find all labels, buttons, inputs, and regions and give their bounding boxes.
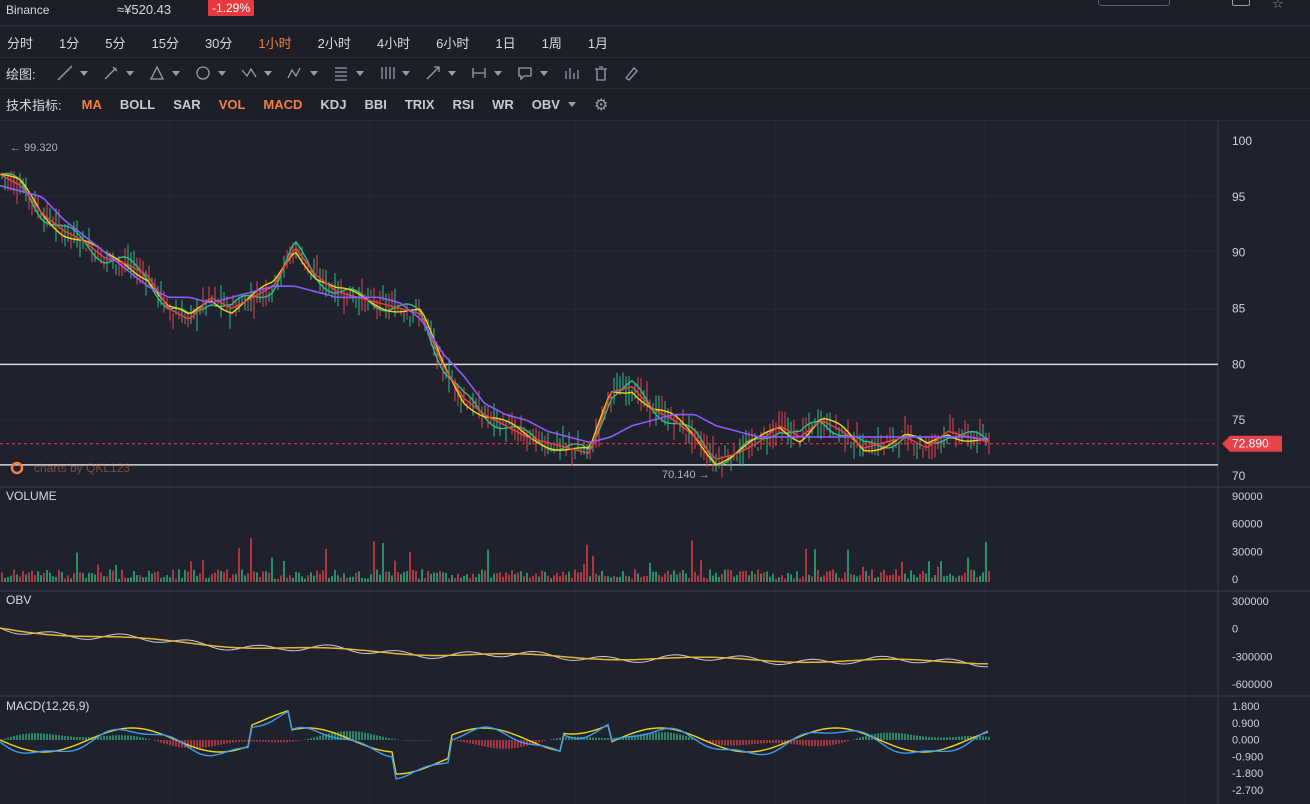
chevron-down-icon[interactable] <box>355 70 364 76</box>
timeframe-9[interactable]: 1日 <box>495 36 516 51</box>
indicator-wr[interactable]: WR <box>492 97 514 112</box>
timeframe-bar: 分时 1分 5分 15分 30分 1小时 2小时 4小时 6小时 1日 1周 1月 <box>0 28 1310 58</box>
trash-icon[interactable] <box>592 64 610 82</box>
line-tool-icon[interactable] <box>56 64 74 82</box>
y-tick-label: 70 <box>1232 469 1246 483</box>
indicator-trix[interactable]: TRIX <box>404 97 435 112</box>
chevron-down-icon[interactable] <box>309 70 318 76</box>
volume-title: VOLUME <box>6 489 57 503</box>
star-icon[interactable]: ☆ <box>1272 0 1284 11</box>
pattern-tool-icon[interactable] <box>286 64 304 82</box>
obv-ma-line <box>0 627 989 665</box>
timeframe-10[interactable]: 1周 <box>541 36 562 51</box>
chevron-down-icon[interactable] <box>171 70 180 76</box>
macd-tick-label: 0.900 <box>1232 718 1260 730</box>
macd-tick-label: -2.700 <box>1232 785 1263 797</box>
fibonacci-tool-icon[interactable] <box>332 64 350 82</box>
chevron-down-icon[interactable] <box>263 70 272 76</box>
obv-tick-label: -300000 <box>1232 651 1272 663</box>
macd-tick-label: 0.000 <box>1232 735 1260 747</box>
volume-tick-label: 0 <box>1232 574 1238 586</box>
indicator-bbi[interactable]: BBI <box>364 97 387 112</box>
range-tool-icon[interactable] <box>470 64 488 82</box>
obv-tick-label: -600000 <box>1232 679 1272 691</box>
chevron-down-icon[interactable] <box>539 70 548 76</box>
timeframe-5[interactable]: 1小时 <box>258 36 292 51</box>
exchange-name: Binance <box>6 3 50 17</box>
last-price-tag <box>1222 435 1282 452</box>
indicator-vol[interactable]: VOL <box>218 97 246 112</box>
timeframe-8[interactable]: 6小时 <box>436 36 470 51</box>
timeframe-0[interactable]: 分时 <box>7 36 34 51</box>
circle-tool-icon[interactable] <box>194 64 212 82</box>
indicator-label: 技术指标: <box>6 98 62 113</box>
indicator-boll[interactable]: BOLL <box>119 97 156 112</box>
timeframe-2[interactable]: 5分 <box>105 36 126 51</box>
fullscreen-icon[interactable] <box>1232 0 1250 6</box>
y-tick-label: 95 <box>1232 190 1246 204</box>
timeframe-11[interactable]: 1月 <box>587 36 609 51</box>
indicator-rsi[interactable]: RSI <box>452 97 475 112</box>
chevron-down-icon[interactable] <box>125 70 134 76</box>
macd-tick-label: -0.900 <box>1232 751 1263 763</box>
macd-title: MACD(12,26,9) <box>6 699 89 713</box>
top-right-button[interactable] <box>1098 0 1170 6</box>
top-bar: Binance ≈¥520.43 -1.29% ☆ <box>0 0 1310 26</box>
last-price-label: 72.890 <box>1232 437 1269 451</box>
volume-tick-label: 60000 <box>1232 519 1263 531</box>
arrow-tool-icon[interactable] <box>424 64 442 82</box>
bars-toggle-icon[interactable] <box>562 64 580 82</box>
triangle-tool-icon[interactable] <box>148 64 166 82</box>
chevron-down-icon[interactable] <box>401 70 410 76</box>
timeframe-7[interactable]: 4小时 <box>376 36 411 51</box>
price-chart-area[interactable]: 100 95 90 85 80 75 70 72.890 ← 99.320 70.140 → cha… <box>0 121 1310 804</box>
note-tool-icon[interactable] <box>516 64 534 82</box>
y-tick-label: 75 <box>1232 413 1246 427</box>
drawing-label: 绘图: <box>6 66 36 82</box>
low-label: 70.140 → <box>662 469 710 481</box>
eraser-icon[interactable] <box>622 64 640 82</box>
indicator-bar: 技术指标: MA BOLL SAR VOL MACD KDJ BBI TRIX RSI WR OBV… <box>0 89 1310 121</box>
indicator-kdj[interactable]: KDJ <box>320 97 347 112</box>
macd-tick-label: -1.800 <box>1232 768 1263 780</box>
indicator-ma[interactable]: MA <box>81 97 102 112</box>
drawing-toolbar: 绘图: <box>0 58 1310 89</box>
timeframe-3[interactable]: 15分 <box>151 36 179 51</box>
timeframe-6[interactable]: 2小时 <box>317 36 351 51</box>
price-cny: ≈¥520.43 <box>117 2 172 17</box>
obv-line <box>0 627 989 668</box>
timeframe-1[interactable]: 1分 <box>59 36 80 51</box>
watermark: charts by QKL123 <box>34 461 130 475</box>
indicator-macd[interactable]: MACD <box>263 97 303 112</box>
zigzag-tool-icon[interactable] <box>240 64 258 82</box>
vertical-lines-tool-icon[interactable] <box>378 64 396 82</box>
change-badge: -1.29% <box>208 0 255 16</box>
ma-line <box>0 184 989 443</box>
ma-line <box>0 172 989 466</box>
ma-line <box>0 173 989 460</box>
y-tick-label: 80 <box>1232 357 1246 371</box>
timeframe-4[interactable]: 30分 <box>204 36 233 51</box>
volume-tick-label: 90000 <box>1232 491 1263 503</box>
obv-title: OBV <box>6 593 31 607</box>
obv-tick-label: 0 <box>1232 624 1238 636</box>
macd-dif-line <box>0 710 989 780</box>
volume-tick-label: 30000 <box>1232 546 1263 558</box>
indicator-sar[interactable]: SAR <box>173 97 201 112</box>
chevron-down-icon[interactable] <box>567 102 576 107</box>
y-tick-label: 85 <box>1232 302 1246 316</box>
gear-icon[interactable]: ⚙ <box>593 96 609 114</box>
high-label: ← 99.320 <box>10 142 58 154</box>
chevron-down-icon[interactable] <box>79 70 88 76</box>
watermark-logo-icon <box>10 461 24 475</box>
indicator-obv[interactable]: OBV <box>531 97 560 112</box>
chevron-down-icon[interactable] <box>493 70 502 76</box>
y-tick-label: 100 <box>1232 134 1252 148</box>
pencil-tool-icon[interactable] <box>102 64 120 82</box>
y-tick-label: 90 <box>1232 246 1246 260</box>
chevron-down-icon[interactable] <box>217 70 226 76</box>
obv-tick-label: 300000 <box>1232 596 1269 608</box>
chevron-down-icon[interactable] <box>447 70 456 76</box>
macd-tick-label: 1.800 <box>1232 701 1260 713</box>
